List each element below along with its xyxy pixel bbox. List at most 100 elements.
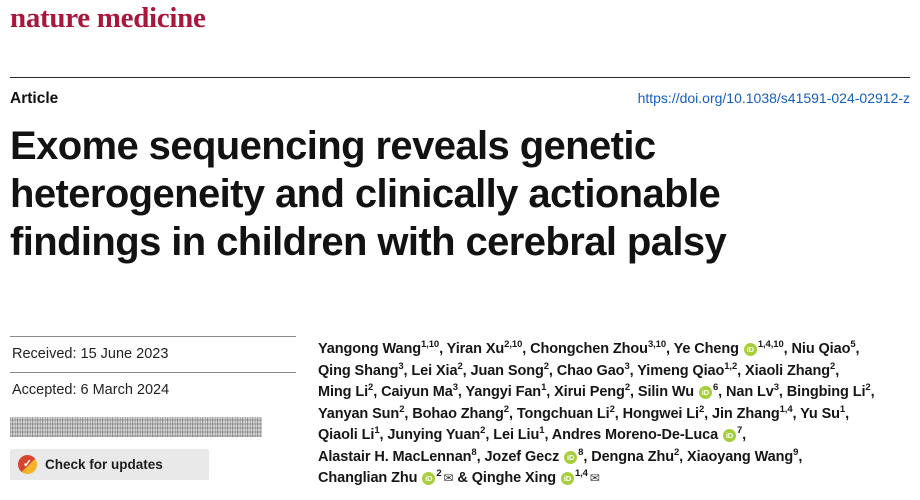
author-text: Qing Shang: [318, 362, 399, 379]
author-affiliation-sup: 7: [736, 425, 743, 437]
top-divider: [10, 77, 910, 78]
author-text: , Junying Yuan: [379, 427, 481, 443]
author-line: Ming Li2, Caiyun Ma3, Yangyi Fan1, Xirui…: [318, 382, 910, 404]
check-for-updates-badge[interactable]: ✓ Check for updates: [10, 449, 209, 480]
author-affiliation-sup: 2: [503, 403, 509, 415]
author-text: , Tongchuan Li: [508, 405, 610, 422]
author-line: Alastair H. MacLennan8, Jozef Gecz iD 8, …: [318, 447, 910, 469]
author-text: ,: [870, 384, 875, 400]
author-text: Qiaoli Li: [318, 427, 375, 443]
author-text: , Xirui Peng: [546, 384, 625, 400]
author-text: , Lei Liu: [485, 427, 540, 443]
doi-link[interactable]: https://doi.org/10.1038/s41591-024-02912…: [637, 90, 910, 106]
orcid-icon[interactable]: iD: [560, 472, 574, 485]
author-affiliation-sup: 2,10: [504, 339, 523, 351]
author-affiliation-sup: 2: [609, 403, 615, 415]
author-text: , Yimeng Qiao: [629, 362, 725, 379]
author-text: ,: [798, 448, 803, 465]
author-affiliation-sup: 2: [368, 382, 374, 394]
author-text: ,: [835, 362, 840, 379]
author-affiliation-sup: 1: [839, 403, 846, 415]
orcid-icon[interactable]: iD: [698, 386, 712, 399]
author-affiliation-sup: 2: [543, 360, 549, 372]
author-affiliation-sup: 1,10: [420, 339, 440, 351]
author-line: Qiaoli Li1, Junying Yuan2, Lei Liu1, And…: [318, 425, 910, 447]
author-affiliation-sup: 6: [712, 382, 719, 394]
author-text: & Qinghe Xing: [453, 470, 560, 486]
article-header-row: Article https://doi.org/10.1038/s41591-0…: [10, 90, 910, 108]
author-affiliation-sup: 1,4,10: [757, 339, 784, 351]
author-text: , Lei Xia: [403, 362, 458, 379]
email-icon[interactable]: ✉: [443, 471, 454, 485]
author-affiliation-sup: 8: [471, 446, 477, 458]
author-affiliation-sup: 5: [850, 339, 856, 351]
author-affiliation-sup: 8: [578, 446, 584, 458]
author-affiliation-sup: 2: [624, 382, 631, 394]
author-text: , Nan Lv: [718, 384, 774, 400]
author-affiliation-sup: 2: [865, 382, 871, 394]
received-date: Received: 15 June 2023: [10, 336, 296, 372]
orcid-icon[interactable]: iD: [743, 343, 757, 356]
author-line: Yanyan Sun2, Bohao Zhang2, Tongchuan Li2…: [318, 404, 910, 426]
author-text: Yangong Wang: [318, 341, 421, 357]
author-text: Changlian Zhu: [318, 470, 422, 486]
article-meta-column: Received: 15 June 2023 Accepted: 6 March…: [10, 336, 296, 490]
author-text: , Andres Moreno-De-Luca: [544, 427, 722, 443]
author-line: Qing Shang3, Lei Xia2, Juan Song2, Chao …: [318, 361, 910, 383]
orcid-icon[interactable]: iD: [722, 429, 736, 442]
author-text: , Hongwei Li: [614, 405, 699, 422]
redacted-text-block: [10, 417, 262, 437]
author-affiliation-sup: 3: [624, 360, 630, 372]
author-affiliation-sup: 3: [398, 360, 404, 372]
author-text: , Chao Gao: [548, 362, 625, 379]
author-text: ,: [855, 341, 860, 357]
author-line: Yangong Wang1,10, Yiran Xu2,10, Chongche…: [318, 339, 910, 361]
author-affiliation-sup: 1,4: [779, 403, 793, 415]
author-text: Alastair H. MacLennan: [318, 448, 472, 465]
author-text: , Jin Zhang: [704, 405, 780, 422]
author-text: , Silin Wu: [630, 384, 698, 400]
author-affiliation-sup: 2: [830, 360, 836, 372]
email-icon[interactable]: ✉: [589, 471, 600, 485]
author-affiliation-sup: 2: [673, 446, 680, 458]
author-affiliation-sup: 1,4: [574, 468, 588, 480]
accepted-date: Accepted: 6 March 2024: [10, 372, 296, 408]
orcid-icon[interactable]: iD: [422, 472, 436, 485]
author-text: , Yu Su: [792, 405, 840, 422]
author-affiliation-sup: 1: [539, 425, 545, 437]
author-text: , Caiyun Ma: [373, 384, 453, 400]
author-text: , Bingbing Li: [778, 384, 866, 400]
author-text: , Yiran Xu: [439, 341, 505, 357]
author-text: , Niu Qiao: [783, 341, 851, 357]
journal-logo[interactable]: nature medicine: [10, 2, 206, 34]
author-text: , Yangyi Fan: [457, 384, 542, 400]
article-type-label: Article: [10, 90, 59, 107]
author-affiliation-sup: 2: [698, 403, 705, 415]
author-text: , Juan Song: [462, 362, 544, 379]
author-text: , Chongchen Zhou: [522, 341, 648, 357]
author-text: ,: [742, 427, 747, 443]
author-text: Yanyan Sun: [318, 405, 400, 422]
author-affiliation-sup: 2: [399, 403, 405, 415]
author-text: Ming Li: [318, 384, 369, 400]
masthead: nature medicine: [10, 2, 910, 35]
check-for-updates-label: Check for updates: [45, 457, 163, 472]
author-text: , Xiaoyang Wang: [679, 448, 794, 465]
author-affiliation-sup: 2: [480, 425, 486, 437]
content-columns: Received: 15 June 2023 Accepted: 6 March…: [10, 336, 910, 490]
author-affiliation-sup: 2: [457, 360, 463, 372]
author-line: Changlian Zhu iD 2 ✉ & Qinghe Xing iD 1,4 ✉: [318, 468, 910, 490]
author-affiliation-sup: 3: [773, 382, 779, 394]
author-text: , Jozef Gecz: [476, 448, 564, 465]
author-affiliation-sup: 1,2: [724, 360, 738, 372]
author-affiliation-sup: 2: [436, 468, 442, 480]
crossmark-icon: ✓: [18, 455, 37, 474]
author-text: , Bohao Zhang: [404, 405, 504, 422]
author-affiliation-sup: 3: [452, 382, 458, 394]
orcid-icon[interactable]: iD: [564, 450, 578, 464]
author-affiliation-sup: 9: [793, 446, 799, 458]
author-text: , Ye Cheng: [666, 341, 743, 357]
author-affiliation-sup: 1: [374, 425, 380, 437]
author-list: Yangong Wang1,10, Yiran Xu2,10, Chongche…: [318, 336, 910, 490]
